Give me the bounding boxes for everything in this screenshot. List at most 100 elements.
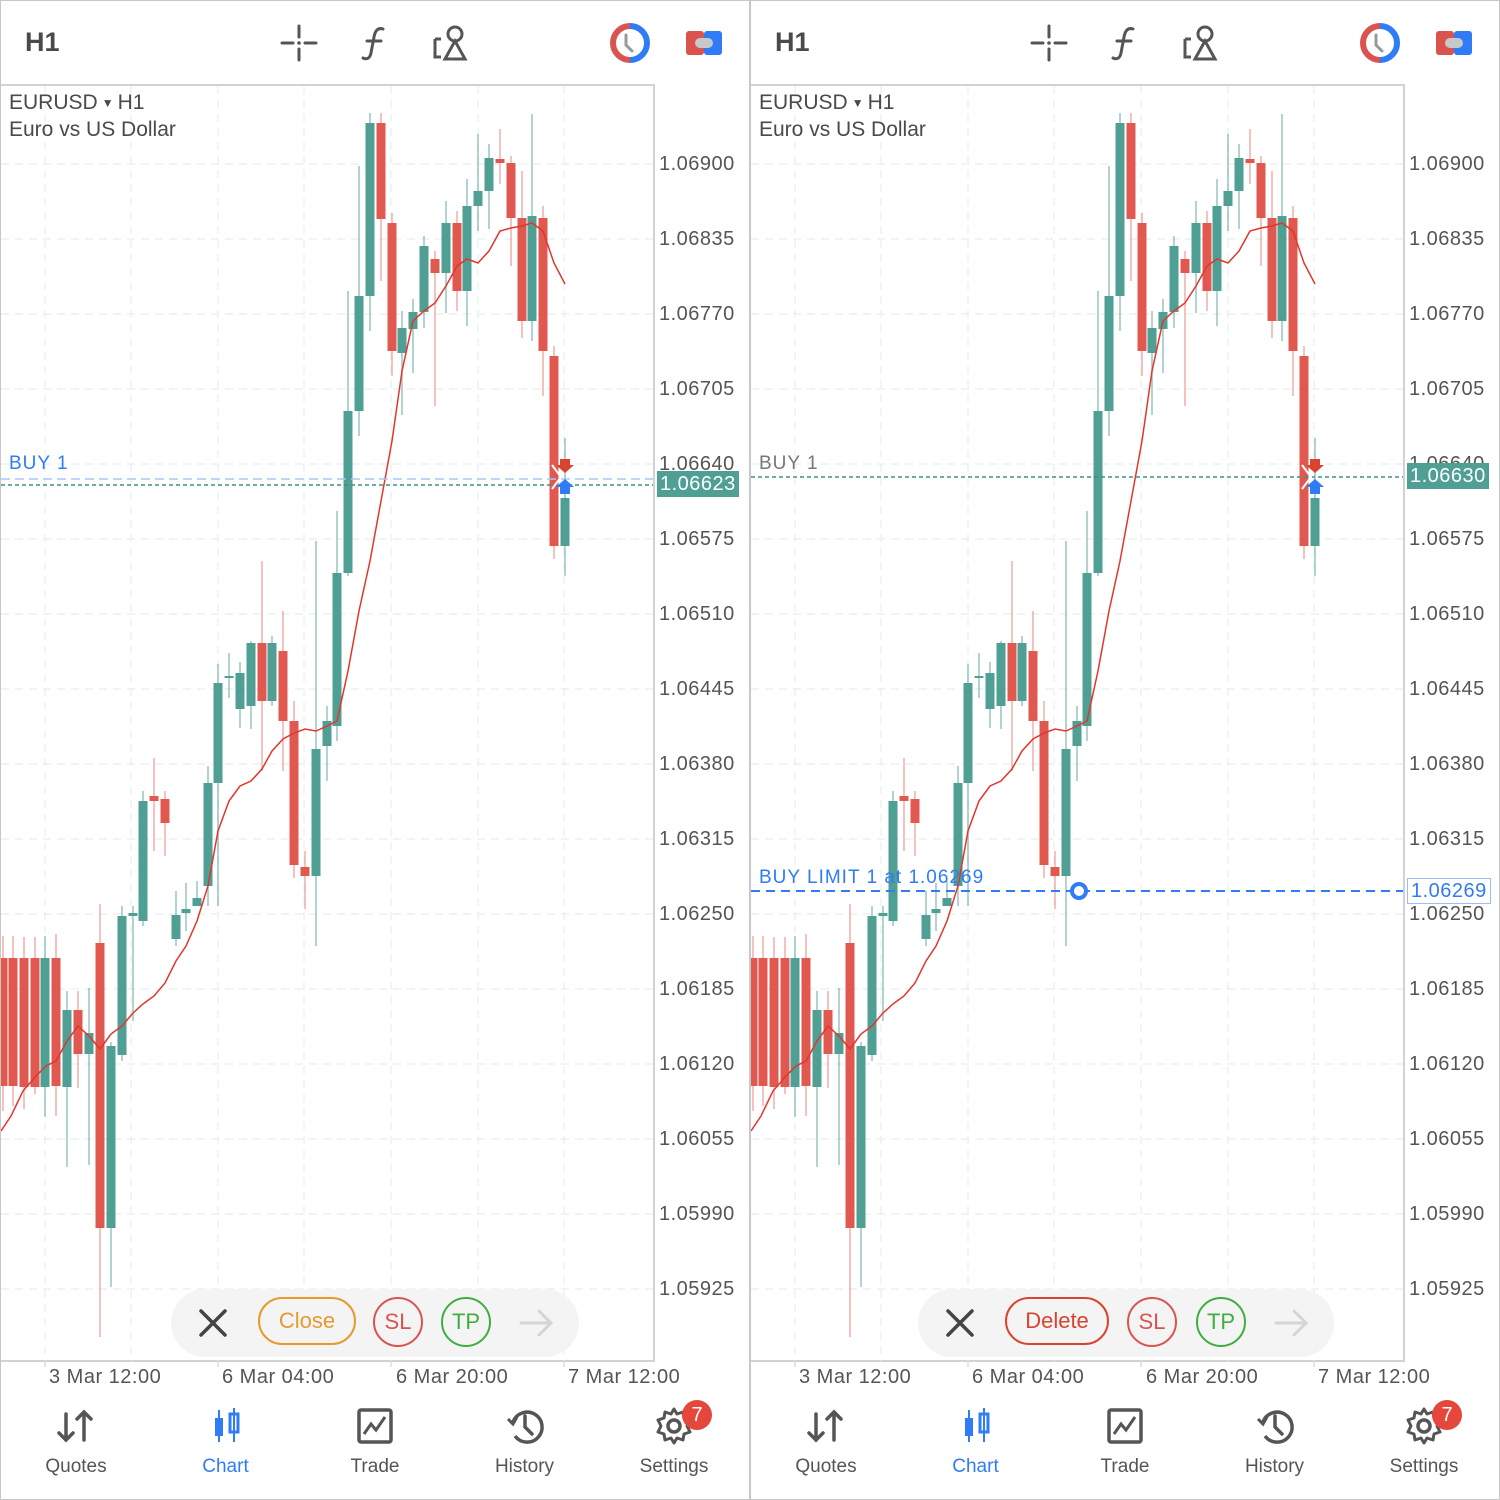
price-axis-label: 1.06835 — [1409, 228, 1485, 250]
nav-item-label: Quotes — [45, 1456, 107, 1477]
arrow-right-icon[interactable] — [517, 1305, 557, 1341]
timeframe-button[interactable]: H1 — [25, 27, 60, 57]
stop-loss-button[interactable]: SL — [373, 1297, 423, 1347]
time-axis-label: 7 Mar 12:00 — [568, 1366, 681, 1388]
symbol-description: Euro vs US Dollar — [9, 118, 176, 141]
close-icon[interactable] — [193, 1303, 233, 1343]
price-axis-label: 1.05925 — [1409, 1278, 1485, 1300]
nav-item-chart[interactable]: Chart — [901, 1396, 1051, 1496]
nav-item-settings[interactable]: Settings 7 — [599, 1396, 749, 1496]
price-axis-label: 1.06900 — [1409, 153, 1485, 175]
notification-badge: 7 — [1432, 1400, 1462, 1430]
nav-item-label: Settings — [639, 1456, 709, 1477]
history-clock-icon — [1256, 1410, 1294, 1444]
price-axis-label: 1.06900 — [659, 153, 735, 175]
objects-shapes-icon[interactable] — [431, 23, 471, 63]
time-axis-label: 3 Mar 12:00 — [49, 1366, 162, 1388]
stop-loss-button[interactable]: SL — [1127, 1297, 1177, 1347]
price-axis-label: 1.06185 — [1409, 978, 1485, 1000]
crosshair-icon[interactable] — [279, 23, 319, 63]
nav-item-label: Settings — [1389, 1456, 1459, 1477]
time-axis-label: 6 Mar 20:00 — [396, 1366, 509, 1388]
one-click-trading-icon[interactable] — [610, 23, 650, 63]
nav-item-quotes[interactable]: Quotes — [1, 1396, 151, 1496]
nav-item-settings[interactable]: Settings 7 — [1349, 1396, 1499, 1496]
close-position-button[interactable]: Close — [258, 1297, 356, 1345]
take-profit-button[interactable]: TP — [441, 1297, 491, 1347]
dropdown-triangle-icon: ▼ — [851, 96, 864, 110]
nav-item-history[interactable]: History — [1200, 1396, 1350, 1496]
time-axis-label: 3 Mar 12:00 — [799, 1366, 912, 1388]
symbol-description: Euro vs US Dollar — [759, 118, 926, 141]
dropdown-triangle-icon: ▼ — [101, 96, 114, 110]
indicators-function-icon[interactable] — [1105, 23, 1145, 63]
chart-plot-area[interactable] — [1, 84, 655, 1362]
price-axis-label: 1.06510 — [659, 603, 735, 625]
buy-position-label[interactable]: BUY 1 — [9, 453, 69, 474]
price-axis-label: 1.06055 — [1409, 1128, 1485, 1150]
take-profit-button[interactable]: TP — [1196, 1297, 1246, 1347]
nav-item-label: Chart — [952, 1456, 999, 1477]
nav-item-trade[interactable]: Trade — [300, 1396, 450, 1496]
nav-item-history[interactable]: History — [450, 1396, 600, 1496]
price-axis-label: 1.06120 — [659, 1053, 735, 1075]
symbol-name: EURUSD — [759, 91, 848, 114]
candlestick-chart[interactable] — [751, 1, 1499, 1396]
price-axis-label: 1.06640 — [659, 453, 735, 475]
nav-item-chart[interactable]: Chart — [151, 1396, 301, 1496]
price-axis-label: 1.06445 — [1409, 678, 1485, 700]
price-axis-label: 1.06250 — [1409, 903, 1485, 925]
crosshair-icon[interactable] — [1029, 23, 1069, 63]
price-axis-label: 1.06185 — [659, 978, 735, 1000]
nav-item-trade[interactable]: Trade — [1050, 1396, 1200, 1496]
trade-toggle-icon[interactable] — [684, 23, 724, 63]
arrow-right-icon[interactable] — [1272, 1305, 1312, 1341]
price-axis-label: 1.05925 — [659, 1278, 735, 1300]
current-price-tag: 1.06630 — [1407, 463, 1489, 489]
price-axis-label: 1.05990 — [659, 1203, 735, 1225]
quotes-arrows-icon — [807, 1409, 843, 1443]
nav-item-label: History — [1244, 1456, 1305, 1477]
price-axis-label: 1.06705 — [659, 378, 735, 400]
price-axis-label: 1.06055 — [659, 1128, 735, 1150]
objects-shapes-icon[interactable] — [1181, 23, 1221, 63]
price-axis-label: 1.06770 — [1409, 303, 1485, 325]
bottom-navigation: Quotes Chart Trade History Settings 7 — [1, 1396, 749, 1499]
price-axis-label: 1.06835 — [659, 228, 735, 250]
indicators-function-icon[interactable] — [355, 23, 395, 63]
price-axis-label: 1.05990 — [1409, 1203, 1485, 1225]
chart-toolbar: H1 — [1, 1, 749, 84]
price-axis-label: 1.06380 — [1409, 753, 1485, 775]
price-axis-label: 1.06315 — [1409, 828, 1485, 850]
symbol-selector[interactable]: EURUSD ▼ H1 — [759, 91, 894, 115]
candlestick-chart[interactable] — [1, 1, 749, 1396]
nav-item-label: Quotes — [795, 1456, 857, 1477]
trade-markers — [1301, 459, 1324, 494]
pending-order-price-tag: 1.06269 — [1407, 878, 1491, 904]
position-action-bar: Close SL TP — [171, 1289, 579, 1357]
nav-item-label: Chart — [202, 1456, 249, 1477]
buy-limit-label[interactable]: BUY LIMIT 1 at 1.06269 — [759, 867, 985, 888]
time-axis-label: 7 Mar 12:00 — [1318, 1366, 1431, 1388]
pending-order-drag-handle[interactable] — [1070, 882, 1088, 900]
buy-position-label[interactable]: BUY 1 — [759, 453, 819, 474]
delete-order-button[interactable]: Delete — [1005, 1297, 1109, 1345]
price-axis-label: 1.06315 — [659, 828, 735, 850]
timeframe-button[interactable]: H1 — [775, 27, 810, 57]
one-click-trading-icon[interactable] — [1360, 23, 1400, 63]
price-axis-label: 1.06575 — [1409, 528, 1485, 550]
time-axis-label: 6 Mar 20:00 — [1146, 1366, 1259, 1388]
chart-panel-left: H1 EURUSD ▼ H1 Euro vs US Dollar BUY 1 1.0… — [0, 0, 750, 1500]
price-axis-label: 1.06705 — [1409, 378, 1485, 400]
current-price-tag: 1.06623 — [657, 471, 739, 497]
nav-item-label: History — [494, 1456, 555, 1477]
order-action-bar: Delete SL TP — [918, 1289, 1334, 1357]
symbol-name: EURUSD — [9, 91, 98, 114]
close-icon[interactable] — [940, 1303, 980, 1343]
trade-chart-icon — [1107, 1408, 1143, 1444]
nav-item-quotes[interactable]: Quotes — [751, 1396, 901, 1496]
symbol-selector[interactable]: EURUSD ▼ H1 — [9, 91, 144, 115]
chart-plot-area[interactable] — [751, 84, 1405, 1362]
price-axis-label: 1.06770 — [659, 303, 735, 325]
trade-toggle-icon[interactable] — [1434, 23, 1474, 63]
